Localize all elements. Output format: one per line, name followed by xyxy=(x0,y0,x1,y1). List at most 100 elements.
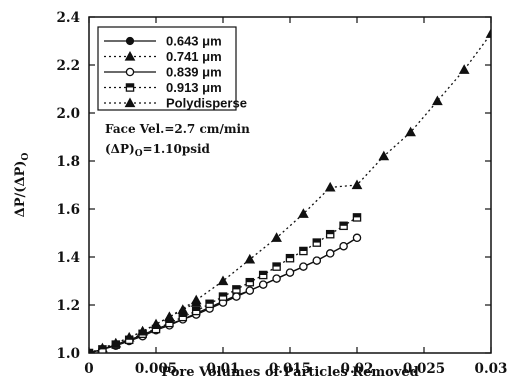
data-point xyxy=(125,36,135,46)
data-point xyxy=(125,67,135,77)
data-point xyxy=(339,221,348,231)
legend-label: 0.913 μm xyxy=(166,80,222,95)
y-axis: 1.0 1.2 1.4 1.6 1.8 2.0 2.2 2.4 xyxy=(57,10,491,362)
data-point xyxy=(258,270,268,280)
x-axis: 0 0.005 0.01 0.015 0.02 0.025 0.03 xyxy=(84,17,507,377)
y-tick-label: 2.4 xyxy=(57,10,81,26)
data-point xyxy=(378,150,390,161)
data-point xyxy=(151,324,161,334)
data-point xyxy=(178,312,188,322)
data-point xyxy=(351,179,363,190)
data-point xyxy=(352,233,362,243)
legend-label: Polydisperse xyxy=(166,96,247,111)
y-axis-title-main: ΔP/(ΔP) xyxy=(13,161,28,218)
series-5 xyxy=(89,28,491,353)
legend-item: Polydisperse xyxy=(104,96,247,111)
data-point xyxy=(299,246,308,256)
data-point xyxy=(191,306,201,316)
data-point xyxy=(110,337,122,348)
data-point xyxy=(164,311,175,322)
marker-square-fill xyxy=(246,278,254,283)
legend-label: 0.643 μm xyxy=(166,34,222,49)
data-point xyxy=(217,275,229,286)
data-point xyxy=(285,253,295,263)
x-tick-label: 0 xyxy=(84,361,93,377)
marker-square-fill xyxy=(98,345,106,350)
marker-square-fill xyxy=(165,319,173,323)
y-tick-label: 2.2 xyxy=(57,58,81,74)
legend-item: 0.643 μm xyxy=(104,34,222,49)
data-point xyxy=(190,294,202,305)
x-axis-title: Pore Volumes of Particles Removed xyxy=(161,365,418,380)
data-point xyxy=(325,229,335,239)
data-point xyxy=(232,292,241,301)
legend-item: 0.839 μm xyxy=(104,65,222,80)
data-point xyxy=(485,28,491,38)
marker-square-fill xyxy=(125,336,133,340)
data-point xyxy=(218,292,228,301)
marker-square-fill xyxy=(259,271,267,275)
y-tick-label: 2.0 xyxy=(57,106,81,122)
marker-square-fill xyxy=(192,307,200,311)
legend-item: 0.741 μm xyxy=(104,49,222,64)
x-tick-label: 0.005 xyxy=(135,361,177,377)
marker-square-fill xyxy=(326,230,334,235)
marker-square-fill xyxy=(340,222,348,226)
y-axis-title-sub: O xyxy=(21,153,31,161)
marker-square-fill xyxy=(313,239,321,243)
x-tick-label: 0.01 xyxy=(207,361,240,377)
marker-square-fill xyxy=(286,254,294,259)
marker-square-fill xyxy=(126,83,134,88)
x-tick-label: 0.025 xyxy=(403,361,445,377)
data-point xyxy=(312,238,322,247)
data-point xyxy=(124,50,136,61)
data-point xyxy=(432,95,443,106)
marker-square-fill xyxy=(152,325,160,329)
data-point xyxy=(339,241,348,251)
marker-square-fill xyxy=(273,263,281,267)
data-point xyxy=(137,325,148,336)
data-point xyxy=(89,347,93,353)
marker-square-fill xyxy=(179,313,187,317)
y-tick-label: 1.2 xyxy=(57,298,81,314)
data-point xyxy=(405,126,416,137)
data-point xyxy=(245,286,255,295)
annotation-face-velocity: Face Vel.=2.7 cm/min xyxy=(105,122,250,136)
legend-label: 0.741 μm xyxy=(166,49,222,64)
annotation-dp-value: =1.10psid xyxy=(143,142,211,156)
data-point xyxy=(205,299,214,309)
data-point xyxy=(232,285,241,294)
annotation-initial-pressure: (ΔP)O=1.10psid xyxy=(105,142,211,159)
data-point xyxy=(271,232,282,242)
data-point xyxy=(244,253,256,264)
x-tick-label: 0.03 xyxy=(475,361,508,377)
marker-square-fill xyxy=(219,293,227,297)
data-point xyxy=(272,262,281,271)
svg-text:ΔP/(ΔP)O: ΔP/(ΔP)O xyxy=(13,153,31,218)
data-point xyxy=(312,256,322,265)
legend: 0.643 μm0.741 μm0.839 μm0.913 μmPolydisp… xyxy=(97,26,247,111)
legend-item: 0.913 μm xyxy=(104,80,222,95)
data-point xyxy=(285,268,295,277)
data-point xyxy=(124,335,134,345)
data-point xyxy=(458,64,470,74)
x-tick-label: 0.02 xyxy=(341,361,374,377)
data-point xyxy=(352,213,362,222)
data-point xyxy=(324,181,336,192)
y-tick-label: 1.0 xyxy=(57,346,81,362)
marker-square-fill xyxy=(299,247,307,251)
data-point xyxy=(299,262,308,271)
annotation-dp-main: (ΔP) xyxy=(105,142,135,156)
legend-label: 0.839 μm xyxy=(166,65,222,80)
y-tick-label: 1.6 xyxy=(57,202,81,218)
data-point xyxy=(125,83,135,92)
marker-square-fill xyxy=(353,213,361,218)
data-point xyxy=(245,277,255,287)
y-tick-label: 1.4 xyxy=(57,250,81,266)
annotation: Face Vel.=2.7 cm/min (ΔP)O=1.10psid xyxy=(105,122,250,159)
series-4 xyxy=(89,213,362,353)
data-point xyxy=(124,97,136,108)
data-point xyxy=(258,280,268,289)
